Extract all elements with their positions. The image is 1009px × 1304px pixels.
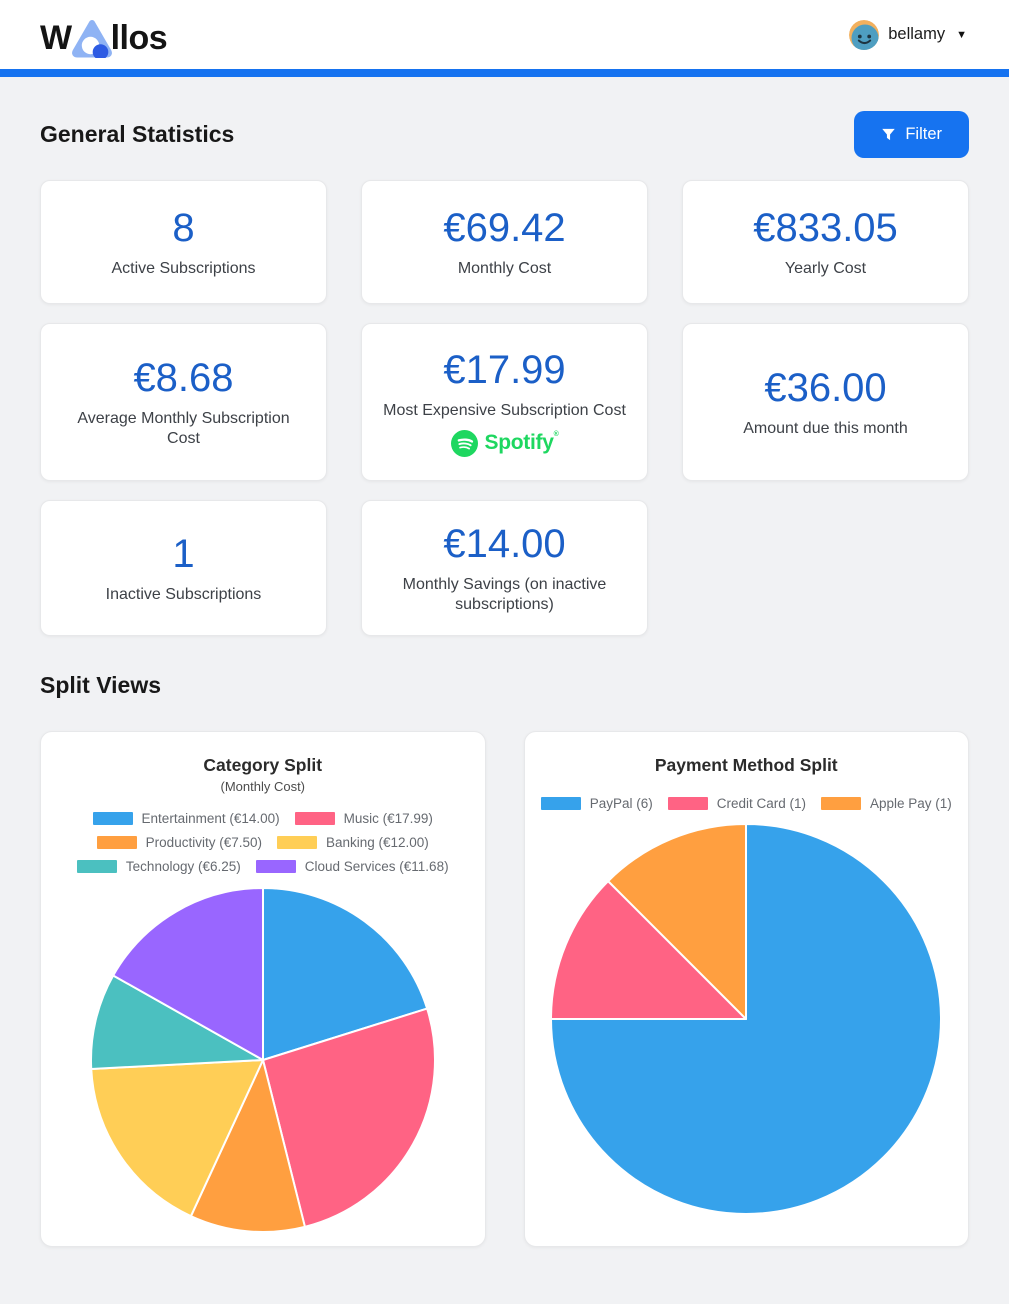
stat-label: Inactive Subscriptions <box>105 586 262 604</box>
logo-text-right: llos <box>110 18 168 57</box>
stat-card-most-expensive: €17.99 Most Expensive Subscription Cost … <box>361 323 648 481</box>
category-pie-area <box>89 886 437 1239</box>
stat-value: €833.05 <box>753 206 898 251</box>
stat-label: Monthly Cost <box>457 260 552 278</box>
pie-slice[interactable] <box>89 1059 264 1218</box>
payment-pie-chart[interactable] <box>549 822 943 1216</box>
stat-label: Average Monthly Subscription Cost <box>77 410 290 447</box>
chevron-down-icon: ▼ <box>956 28 967 41</box>
legend-label: Productivity (€7.50) <box>145 835 262 850</box>
legend-item-credit-card[interactable]: Credit Card (1) <box>667 796 806 811</box>
payment-pie-area <box>549 822 943 1221</box>
pie-slice[interactable] <box>261 1007 436 1228</box>
stat-value: €36.00 <box>764 366 887 411</box>
stat-value: €8.68 <box>133 356 234 401</box>
stat-card-active-subscriptions: 8 Active Subscriptions <box>40 180 327 304</box>
stat-label: Yearly Cost <box>784 260 867 278</box>
stat-label: Monthly Savings (on inactive subscriptio… <box>402 576 607 613</box>
avatar-face-icon <box>849 19 880 50</box>
spotify-logo: Spotify® <box>450 429 559 457</box>
legend-item-entertainment[interactable]: Entertainment (€14.00) <box>92 811 280 826</box>
legend-row: PayPal (6) Credit Card (1) Apple Pay (1) <box>540 796 952 811</box>
legend-row: Technology (€6.25) Cloud Services (€11.6… <box>76 859 449 874</box>
stat-label: Most Expensive Subscription Cost <box>383 402 626 420</box>
logo-text-left: W <box>40 18 72 57</box>
stat-value: €69.42 <box>443 206 566 251</box>
legend-swatch <box>667 797 708 810</box>
spotify-wordmark: Spotify® <box>484 431 559 455</box>
legend-label: PayPal (6) <box>589 796 653 811</box>
legend-label: Technology (€6.25) <box>125 859 241 874</box>
legend-item-paypal[interactable]: PayPal (6) <box>540 796 653 811</box>
legend-item-apple-pay[interactable]: Apple Pay (1) <box>821 796 952 811</box>
general-statistics-header: General Statistics Filter <box>40 110 969 158</box>
pie-slice[interactable] <box>189 1059 306 1233</box>
split-views-header: Split Views <box>40 661 969 709</box>
wallos-triangle-icon <box>71 19 112 58</box>
username: bellamy <box>888 25 946 43</box>
payment-method-split-card: Payment Method Split PayPal (6) Credit C… <box>523 731 969 1247</box>
stat-value: 8 <box>172 206 195 251</box>
legend-item-banking[interactable]: Banking (€12.00) <box>276 835 429 850</box>
stat-card-inactive-subscriptions: 1 Inactive Subscriptions <box>40 500 327 636</box>
chart-subtitle: (Monthly Cost) <box>220 779 306 794</box>
legend-swatch <box>255 860 296 873</box>
legend-label: Banking (€12.00) <box>325 835 429 850</box>
pie-slice[interactable] <box>111 887 264 1061</box>
stat-card-average-monthly-cost: €8.68 Average Monthly Subscription Cost <box>40 323 327 481</box>
filter-funnel-icon <box>882 128 896 140</box>
legend-swatch <box>821 797 861 810</box>
category-legend: Entertainment (€14.00) Music (€17.99) Pr… <box>76 811 449 874</box>
pie-slice[interactable] <box>261 887 428 1061</box>
legend-row: Productivity (€7.50) Banking (€12.00) <box>77 835 449 850</box>
legend-swatch <box>294 812 335 825</box>
legend-item-cloud-services[interactable]: Cloud Services (€11.68) <box>255 859 449 874</box>
legend-swatch <box>92 812 133 825</box>
user-menu[interactable]: bellamy ▼ <box>849 19 967 50</box>
page-title: General Statistics <box>40 120 235 147</box>
legend-label: Cloud Services (€11.68) <box>304 859 449 874</box>
main-content: General Statistics Filter 8 Active Subsc… <box>0 110 1009 1247</box>
legend-label: Credit Card (1) <box>716 796 806 811</box>
filter-button[interactable]: Filter <box>854 110 969 158</box>
legend-swatch <box>540 797 581 810</box>
stats-grid: 8 Active Subscriptions €69.42 Monthly Co… <box>40 180 969 636</box>
stat-card-amount-due: €36.00 Amount due this month <box>682 323 969 481</box>
legend-swatch <box>76 860 117 873</box>
legend-item-productivity[interactable]: Productivity (€7.50) <box>96 835 262 850</box>
header-accent-bar <box>0 69 1009 77</box>
stat-card-monthly-cost: €69.42 Monthly Cost <box>361 180 648 304</box>
chart-title: Category Split <box>203 755 323 775</box>
stat-card-yearly-cost: €833.05 Yearly Cost <box>682 180 969 304</box>
pie-slice[interactable] <box>550 880 748 1020</box>
pie-slice[interactable] <box>607 823 748 1020</box>
filter-button-label: Filter <box>905 124 942 143</box>
stat-value: €14.00 <box>443 522 566 567</box>
user-avatar <box>849 19 880 50</box>
legend-label: Entertainment (€14.00) <box>141 811 280 826</box>
legend-label: Apple Pay (1) <box>870 796 952 811</box>
chart-title: Payment Method Split <box>654 755 838 775</box>
pie-slice[interactable] <box>550 823 943 1215</box>
stat-value: 1 <box>172 532 195 577</box>
legend-label: Music (€17.99) <box>343 811 433 826</box>
stat-label: Amount due this month <box>743 420 908 438</box>
legend-row: Entertainment (€14.00) Music (€17.99) <box>77 811 449 826</box>
legend-swatch <box>96 836 137 849</box>
legend-swatch <box>276 836 317 849</box>
wallos-logo[interactable]: W llos <box>40 15 168 58</box>
payment-legend: PayPal (6) Credit Card (1) Apple Pay (1) <box>540 796 952 811</box>
spotify-icon <box>450 429 478 457</box>
pie-slice[interactable] <box>89 974 264 1070</box>
category-split-card: Category Split (Monthly Cost) Entertainm… <box>40 731 486 1247</box>
split-views-title: Split Views <box>40 671 162 698</box>
stat-value: €17.99 <box>443 348 566 393</box>
legend-item-technology[interactable]: Technology (€6.25) <box>76 859 241 874</box>
stat-card-monthly-savings: €14.00 Monthly Savings (on inactive subs… <box>361 500 648 636</box>
stat-label: Active Subscriptions <box>111 260 256 278</box>
app-header: W llos bellamy ▼ <box>0 0 1009 69</box>
charts-row: Category Split (Monthly Cost) Entertainm… <box>40 731 969 1247</box>
legend-item-music[interactable]: Music (€17.99) <box>294 811 433 826</box>
category-pie-chart[interactable] <box>89 886 437 1234</box>
